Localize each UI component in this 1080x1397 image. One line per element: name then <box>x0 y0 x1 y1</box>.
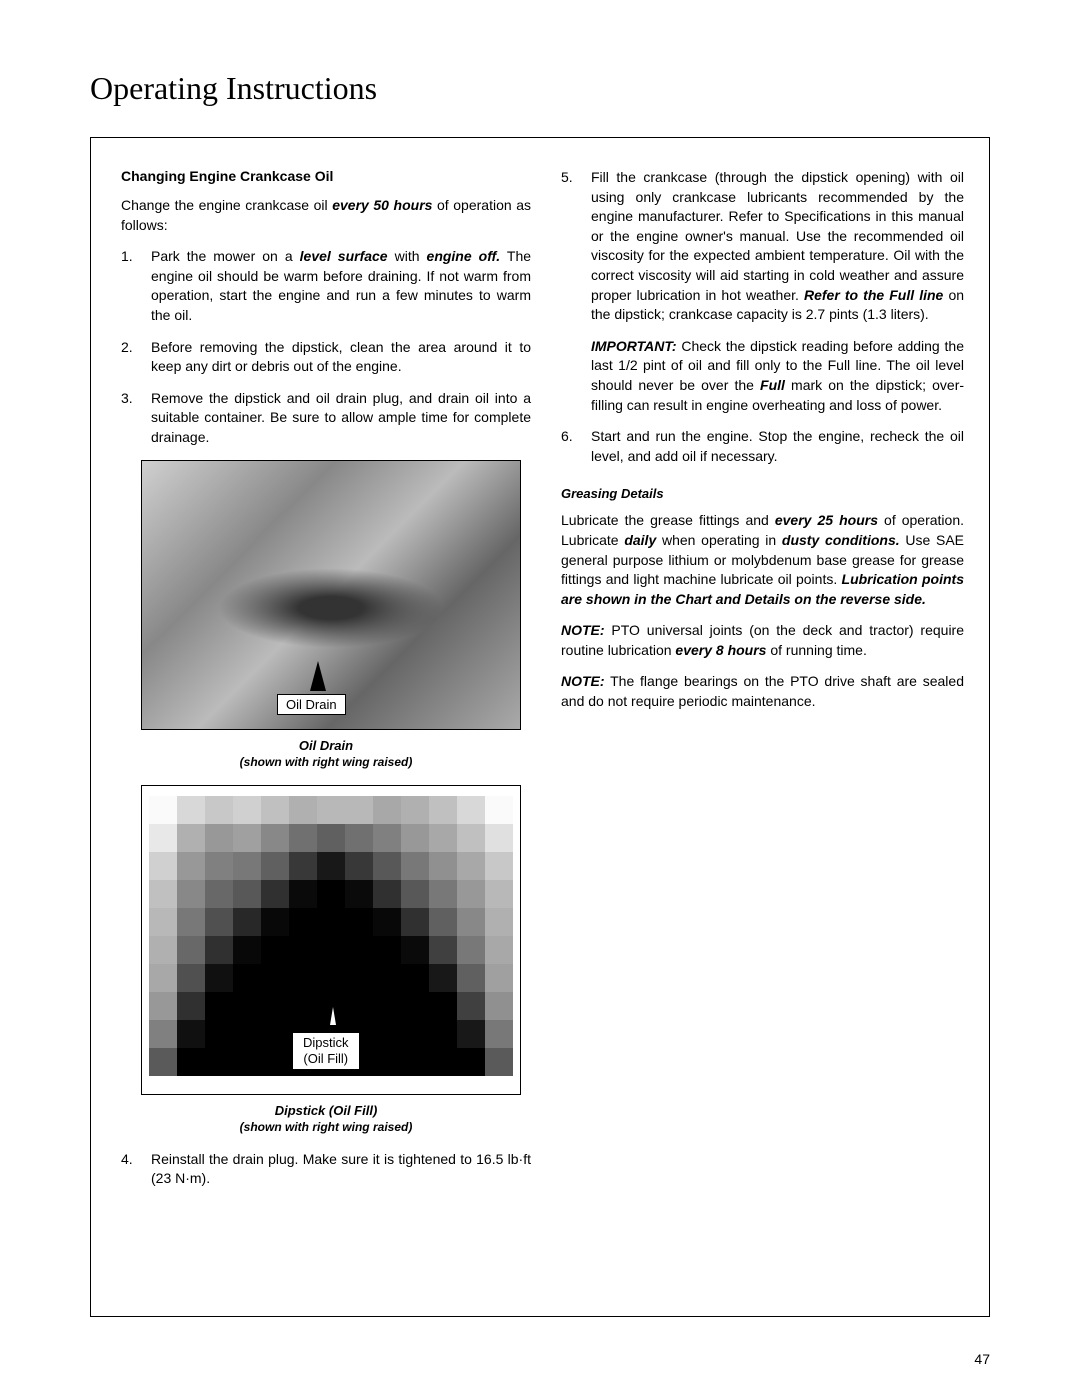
right-column: 5. Fill the crankcase (through the dipst… <box>561 168 964 1201</box>
oil-drain-label: Oil Drain <box>277 694 346 715</box>
figure-oil-drain: Oil Drain <box>141 460 521 730</box>
page-title: Operating Instructions <box>90 70 990 107</box>
figure1-caption: Oil Drain <box>121 738 531 753</box>
figure-dipstick: Dipstick(Oil Fill) <box>141 785 521 1095</box>
figure2-subcaption: (shown with right wing raised) <box>121 1120 531 1134</box>
arrow-icon <box>326 1005 340 1030</box>
content-frame: Changing Engine Crankcase Oil Change the… <box>90 137 990 1317</box>
left-column: Changing Engine Crankcase Oil Change the… <box>121 168 531 1201</box>
figure2-caption: Dipstick (Oil Fill) <box>121 1103 531 1118</box>
note-1: NOTE: PTO universal joints (on the deck … <box>561 621 964 660</box>
grease-heading: Greasing Details <box>561 486 964 501</box>
intro-text: Change the engine crankcase oil every 50… <box>121 196 531 235</box>
grease-text: Lubricate the grease fittings and every … <box>561 511 964 609</box>
note-2: NOTE: The flange bearings on the PTO dri… <box>561 672 964 711</box>
page-number: 47 <box>974 1351 990 1367</box>
heading-changing-oil: Changing Engine Crankcase Oil <box>121 168 531 184</box>
step-6: 6. Start and run the engine. Stop the en… <box>561 427 964 466</box>
important-note: IMPORTANT: Check the dipstick reading be… <box>591 337 964 415</box>
step-5: 5. Fill the crankcase (through the dipst… <box>561 168 964 325</box>
dipstick-label: Dipstick(Oil Fill) <box>292 1032 360 1069</box>
figure1-subcaption: (shown with right wing raised) <box>121 755 531 769</box>
arrow-icon <box>310 661 326 691</box>
step-1: 1. Park the mower on a level surface wit… <box>121 247 531 325</box>
step-3: 3. Remove the dipstick and oil drain plu… <box>121 389 531 448</box>
step-2: 2. Before removing the dipstick, clean t… <box>121 338 531 377</box>
step-4: 4. Reinstall the drain plug. Make sure i… <box>121 1150 531 1189</box>
